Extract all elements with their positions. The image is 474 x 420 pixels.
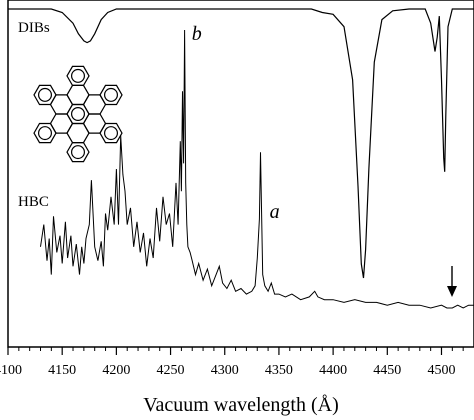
x-tick-label: 4200 [102, 363, 130, 378]
aromatic-circle [37, 126, 52, 141]
aromatic-circle [37, 87, 52, 102]
x-tick-label: 4150 [48, 363, 76, 378]
x-axis: 4100 4150 4200 4250 4300 4350 4400 4450 4500 [0, 347, 464, 378]
x-tick-label: 4400 [319, 363, 347, 378]
hbc-molecule-structure [33, 65, 123, 163]
benzene-ring [33, 122, 57, 144]
dibs-series-label: DIBs [18, 20, 50, 36]
benzene-ring [99, 122, 123, 144]
peak-label-a: a [270, 201, 280, 223]
x-tick-label: 4250 [157, 363, 185, 378]
x-axis-title: Vacuum wavelength (Å) [143, 394, 339, 416]
benzene-ring [66, 65, 90, 86]
x-tick-label: 4450 [373, 363, 401, 378]
peak-label-b: b [192, 23, 202, 45]
x-tick-label: 4350 [265, 363, 293, 378]
aromatic-circle [104, 87, 119, 102]
x-tick-label: 4100 [0, 363, 22, 378]
hbc-series-label: HBC [18, 194, 49, 210]
aromatic-circle [104, 126, 119, 141]
benzene-ring [99, 84, 123, 106]
hbc-spectrum-line [40, 29, 474, 309]
aromatic-circle [70, 145, 86, 160]
x-tick-label: 4500 [427, 363, 455, 378]
x-tick-label: 4300 [211, 363, 239, 378]
aromatic-circle [70, 106, 86, 122]
dibs-spectrum-line [8, 8, 474, 279]
plot-frame [7, 0, 474, 348]
down-arrow-icon [447, 266, 457, 297]
benzene-ring [66, 142, 90, 163]
aromatic-circle [70, 68, 86, 83]
benzene-ring [33, 84, 57, 106]
